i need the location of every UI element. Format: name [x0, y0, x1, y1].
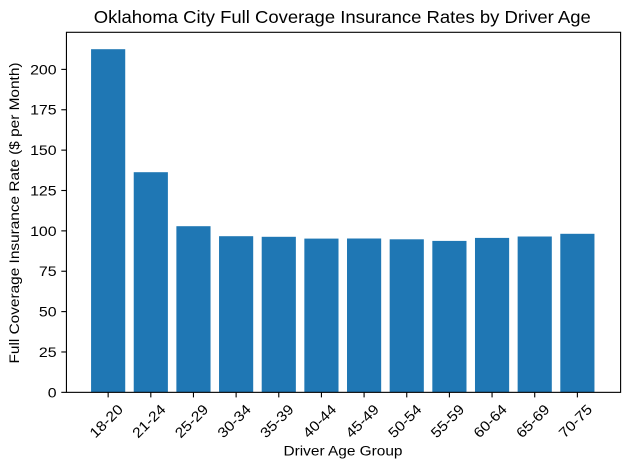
svg-text:100: 100: [30, 224, 57, 240]
svg-text:175: 175: [30, 103, 57, 119]
svg-text:Full Coverage Insurance Rate (: Full Coverage Insurance Rate ($ per Mont…: [7, 63, 23, 364]
svg-text:Driver Age Group: Driver Age Group: [284, 444, 403, 460]
svg-text:75: 75: [39, 264, 57, 280]
svg-text:Oklahoma City Full Coverage In: Oklahoma City Full Coverage Insurance Ra…: [94, 7, 591, 27]
svg-text:50: 50: [39, 305, 57, 321]
svg-text:125: 125: [30, 183, 57, 199]
svg-text:200: 200: [30, 62, 57, 78]
svg-text:0: 0: [48, 385, 57, 401]
svg-text:25: 25: [39, 345, 57, 361]
svg-text:150: 150: [30, 143, 57, 159]
